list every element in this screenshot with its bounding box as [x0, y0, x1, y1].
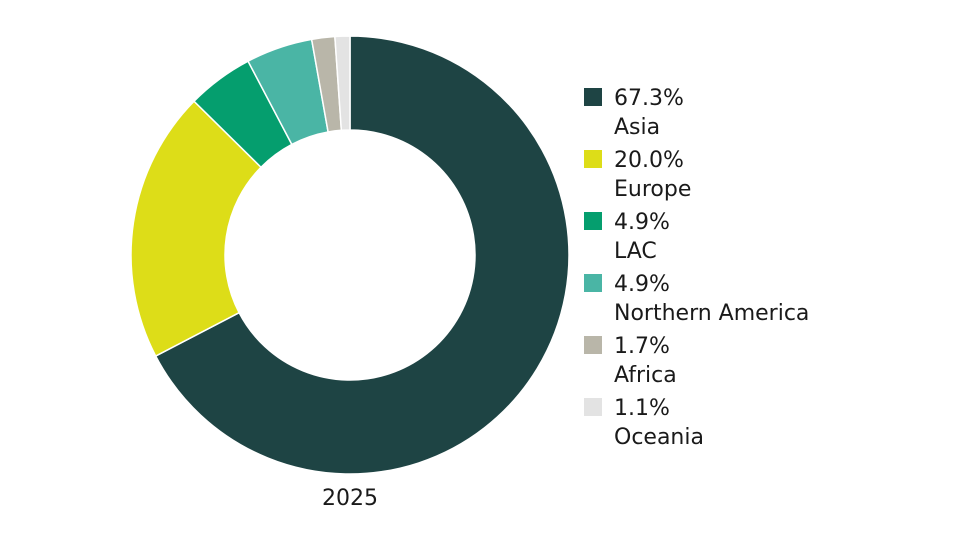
legend-label-oceania: Oceania: [614, 425, 704, 450]
legend-item-northern-america: 4.9% Northern America: [584, 272, 809, 326]
legend-swatch-oceania: [584, 398, 602, 416]
legend-label-africa: Africa: [614, 363, 677, 388]
chart-caption: 2025: [322, 486, 378, 511]
legend-swatch-asia: [584, 88, 602, 106]
legend-percent-northern-america: 4.9%: [614, 272, 670, 297]
legend: 67.3% Asia 20.0% Europe 4.9% LAC 4.9% Northern …: [584, 86, 809, 450]
legend-swatch-lac: [584, 212, 602, 230]
legend-item-europe: 20.0% Europe: [584, 148, 691, 202]
legend-percent-europe: 20.0%: [614, 148, 684, 173]
legend-label-northern-america: Northern America: [614, 301, 809, 326]
legend-label-asia: Asia: [614, 115, 660, 140]
legend-item-africa: 1.7% Africa: [584, 334, 677, 388]
legend-percent-oceania: 1.1%: [614, 396, 670, 421]
donut-slices: [130, 35, 570, 475]
legend-percent-lac: 4.9%: [614, 210, 670, 235]
legend-swatch-northern-america: [584, 274, 602, 292]
legend-label-europe: Europe: [614, 177, 691, 202]
legend-swatch-africa: [584, 336, 602, 354]
donut-slice-oceania: [334, 35, 351, 132]
legend-percent-asia: 67.3%: [614, 86, 684, 111]
legend-percent-africa: 1.7%: [614, 334, 670, 359]
donut-slice-asia: [154, 35, 570, 475]
legend-label-lac: LAC: [614, 239, 657, 264]
legend-item-oceania: 1.1% Oceania: [584, 396, 704, 450]
legend-swatch-europe: [584, 150, 602, 168]
donut-slice-europe: [130, 100, 263, 358]
legend-item-asia: 67.3% Asia: [584, 86, 684, 140]
legend-item-lac: 4.9% LAC: [584, 210, 670, 264]
